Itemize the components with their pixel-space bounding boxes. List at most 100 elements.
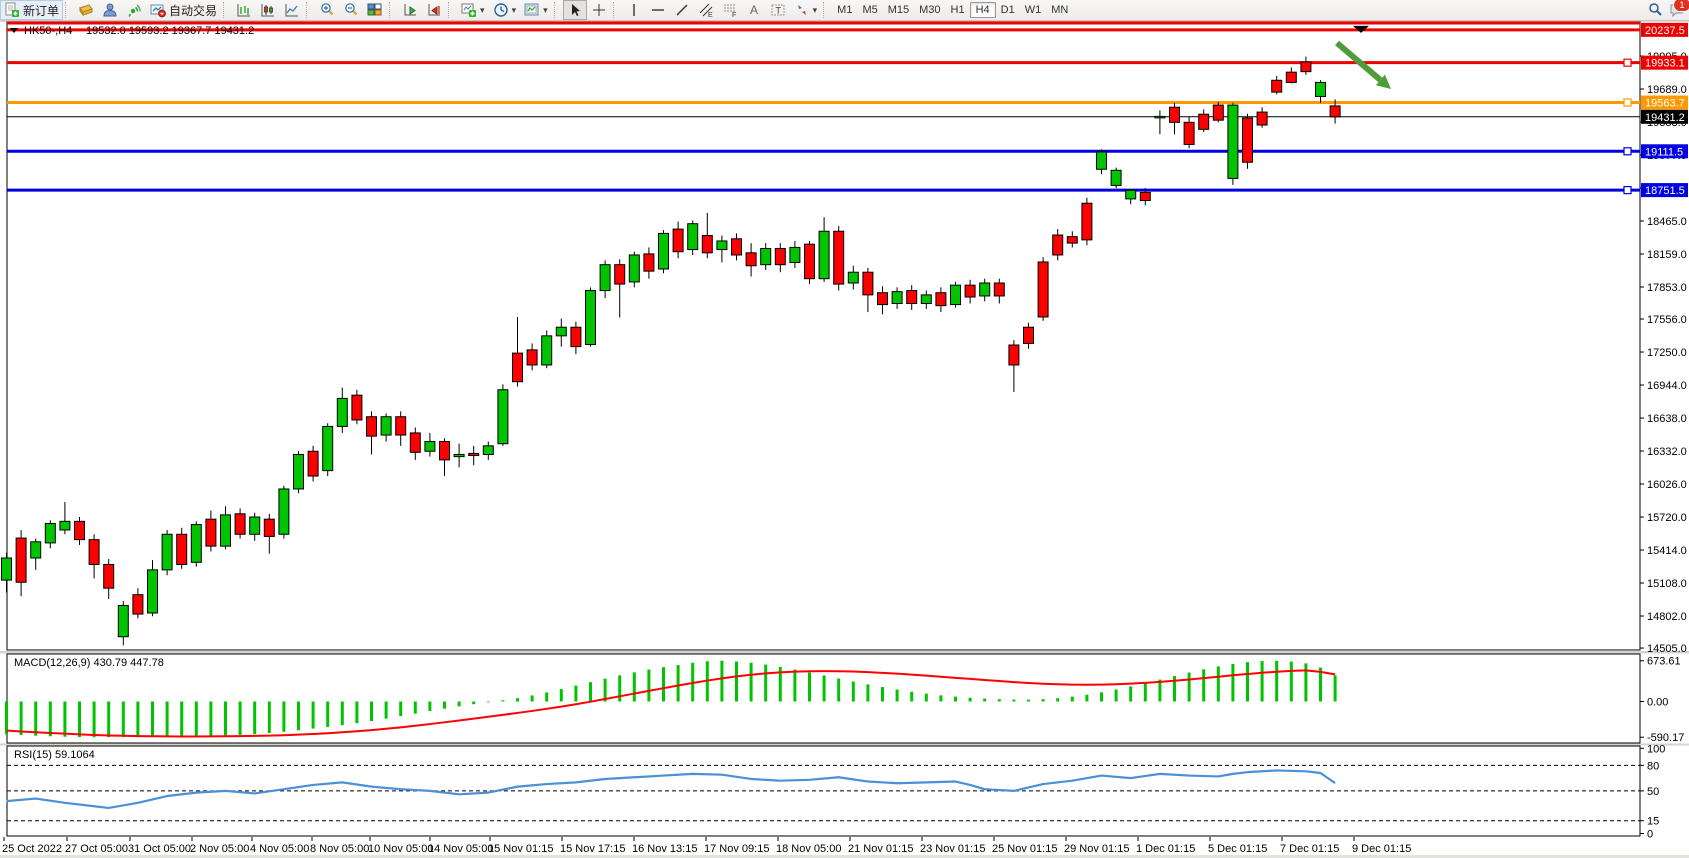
price-badge-label: 19933.1 (1645, 58, 1685, 70)
toolbar-separator (823, 2, 830, 18)
periods-button[interactable]: ▾ (489, 0, 521, 20)
candle-body (468, 452, 480, 457)
vertical-line-button[interactable] (622, 0, 646, 20)
trendline-button[interactable] (670, 0, 694, 20)
tf-button-H1[interactable]: H1 (950, 4, 965, 16)
text-label-button[interactable]: T (766, 0, 790, 20)
deposit-button[interactable] (74, 0, 98, 20)
trend-arrow[interactable] (1335, 40, 1383, 83)
tf-button-M30[interactable]: M30 (919, 4, 941, 16)
line-handle[interactable] (1623, 147, 1632, 156)
price-axis-label: 19689.0 (1647, 84, 1687, 96)
candle-body (1125, 189, 1137, 200)
candle-body (190, 524, 202, 563)
zoom-in-button[interactable] (315, 0, 339, 20)
auto-scroll-button[interactable] (398, 0, 422, 20)
search-icon[interactable] (1647, 2, 1663, 18)
time-axis-label[interactable]: 4 Nov 05:00 (250, 843, 309, 855)
zoom-out-button[interactable] (339, 0, 363, 20)
svg-text:F: F (732, 12, 736, 18)
pane-splitter[interactable] (0, 651, 1689, 654)
svg-text:T: T (775, 6, 781, 16)
new-order-icon (4, 2, 20, 18)
time-axis-label[interactable]: 25 Nov 01:15 (992, 843, 1057, 855)
time-axis-label[interactable]: 5 Dec 01:15 (1208, 843, 1267, 855)
arrows-button[interactable]: ▾ (790, 0, 822, 20)
bar-chart-button[interactable] (232, 0, 256, 20)
community-button[interactable] (98, 0, 122, 20)
vertical-line-icon (626, 2, 642, 18)
time-axis-label[interactable]: 8 Nov 05:00 (310, 843, 369, 855)
time-axis-label[interactable]: 27 Oct 05:00 (65, 843, 128, 855)
line-handle[interactable] (1623, 58, 1632, 67)
candle-body (906, 290, 918, 304)
tile-windows-button[interactable] (363, 0, 387, 20)
line-handle[interactable] (1623, 98, 1632, 107)
time-axis-label[interactable]: 25 Oct 2022 (2, 843, 62, 855)
time-axis-label[interactable]: 29 Nov 01:15 (1064, 843, 1129, 855)
fibonacci-button[interactable]: F (718, 0, 742, 20)
triangle-marker[interactable] (1353, 25, 1369, 33)
equidistant-channel-button[interactable]: E (694, 0, 718, 20)
candle-body (1212, 104, 1224, 121)
candle-body (1183, 121, 1195, 145)
tf-button-W1[interactable]: W1 (1024, 4, 1042, 16)
toolbar-separator (389, 2, 396, 18)
time-axis-label[interactable]: 17 Nov 09:15 (704, 843, 769, 855)
line-handle[interactable] (1623, 186, 1632, 195)
time-axis-label[interactable]: 9 Dec 01:15 (1352, 843, 1411, 855)
price-badge-19563.7 (1641, 95, 1688, 110)
candle-body (44, 522, 56, 544)
candle-body (658, 232, 669, 270)
time-axis-label[interactable]: 15 Nov 01:15 (488, 843, 553, 855)
candle-body (1227, 104, 1239, 179)
horizontal-line-button[interactable] (646, 0, 670, 20)
tf-button-H4[interactable]: H4 (969, 2, 996, 18)
rsi-axis-label: 80 (1647, 760, 1659, 772)
trend-arrow-head[interactable] (1375, 74, 1391, 89)
time-axis-label[interactable]: 10 Nov 05:00 (368, 843, 433, 855)
tf-button-D1[interactable]: D1 (1000, 4, 1015, 16)
tile-windows-icon (367, 2, 383, 18)
time-axis-label[interactable]: 2 Nov 05:00 (190, 843, 249, 855)
candle-body (278, 488, 290, 535)
chevron-down-icon: ▾ (480, 4, 485, 15)
text-button[interactable]: A (742, 0, 766, 20)
price-axis-label: 17250.0 (1647, 347, 1687, 359)
time-axis-label[interactable]: 16 Nov 13:15 (632, 843, 697, 855)
pane-splitter[interactable] (0, 743, 1689, 746)
time-axis-label[interactable]: 7 Dec 01:15 (1280, 843, 1339, 855)
price-axis-label: 17853.0 (1647, 282, 1687, 294)
candle-body (585, 290, 596, 345)
bar-chart-icon (236, 2, 252, 18)
chat-icon[interactable]: 1 (1669, 0, 1689, 18)
chart-canvas[interactable]: 19995.019689.019383.019077.018771.018465… (0, 20, 1689, 858)
time-axis-label[interactable]: 14 Nov 05:00 (428, 843, 493, 855)
templates-button[interactable]: ▾ (520, 0, 552, 20)
community-icon (102, 2, 118, 18)
time-axis-label[interactable]: 23 Nov 01:15 (920, 843, 985, 855)
candle-body (59, 520, 71, 531)
candlestick-chart-button[interactable] (256, 0, 280, 20)
tf-button-M1[interactable]: M1 (837, 4, 853, 16)
autotrading-button[interactable]: 自动交易 (146, 0, 221, 20)
tf-button-M5[interactable]: M5 (862, 4, 878, 16)
time-axis-label[interactable]: 18 Nov 05:00 (776, 843, 841, 855)
line-chart-button[interactable] (280, 0, 304, 20)
cursor-button[interactable] (562, 0, 587, 20)
time-axis-label[interactable]: 31 Oct 05:00 (128, 843, 191, 855)
chart-menu-icon[interactable] (10, 28, 18, 33)
price-axis-label: 18465.0 (1647, 216, 1687, 228)
time-axis-label[interactable]: 1 Dec 01:15 (1136, 843, 1195, 855)
tf-button-MN[interactable]: MN (1051, 4, 1069, 16)
crosshair-button[interactable] (587, 0, 611, 20)
tf-button-M15[interactable]: M15 (887, 4, 910, 16)
new-chart-button[interactable]: ▾ (457, 0, 489, 20)
candle-body (482, 445, 494, 455)
time-axis-label[interactable]: 21 Nov 01:15 (848, 843, 913, 855)
new-order-button[interactable]: 新订单 (0, 0, 64, 20)
candle-body (1139, 191, 1151, 202)
time-axis-label[interactable]: 15 Nov 17:15 (560, 843, 625, 855)
chart-shift-button[interactable] (422, 0, 446, 20)
signals-button[interactable] (122, 0, 146, 20)
